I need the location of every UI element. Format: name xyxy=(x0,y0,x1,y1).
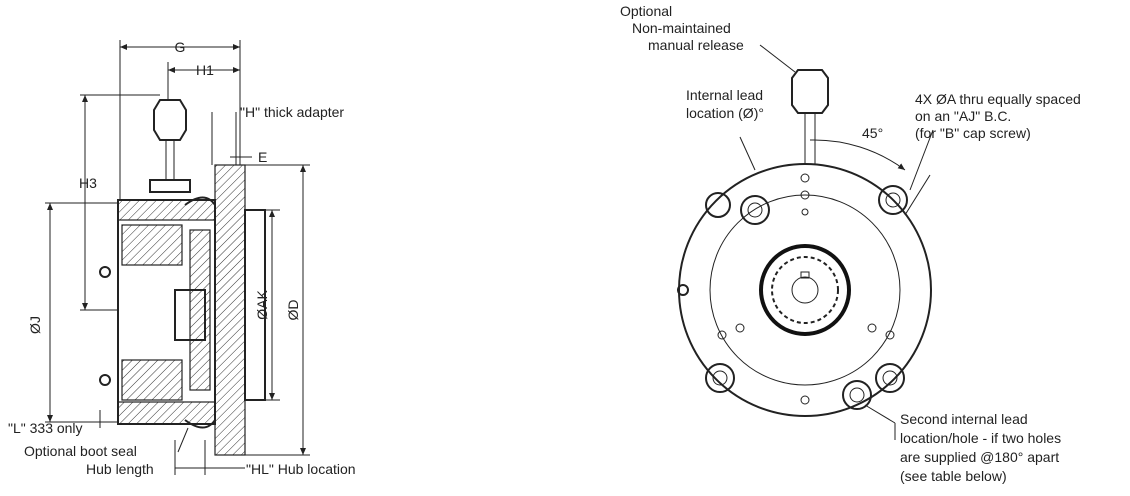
shape xyxy=(736,324,744,332)
shape xyxy=(741,196,769,224)
callout: "H" thick adapter xyxy=(240,104,344,120)
callout: Optional boot seal xyxy=(24,443,137,459)
callout: Optional xyxy=(620,3,672,19)
shape xyxy=(801,396,809,404)
front-view: Optional Non-maintained manual release I… xyxy=(620,3,1081,484)
callout: location/hole - if two holes xyxy=(900,430,1061,446)
line xyxy=(865,405,895,423)
knob-base xyxy=(150,180,190,192)
dim-label: ØJ xyxy=(27,316,43,334)
dim-label: H3 xyxy=(79,175,97,191)
spline xyxy=(772,257,838,323)
angle-label: 45° xyxy=(862,125,883,141)
shape xyxy=(748,203,762,217)
shape xyxy=(802,209,808,215)
coil xyxy=(122,360,182,400)
shape xyxy=(801,174,809,182)
callout: location (Ø)° xyxy=(686,105,764,121)
line xyxy=(740,137,755,170)
callout: are supplied @180° apart xyxy=(900,449,1059,465)
callout: "HL" Hub location xyxy=(246,461,356,477)
outer-circle xyxy=(679,164,931,416)
callout: "L" 333 only xyxy=(8,420,83,436)
bore xyxy=(792,277,818,303)
drawing: G H1 "H" thick adapter E H3 ØJ ØAK ØD "L… xyxy=(0,0,1130,496)
shape xyxy=(706,364,734,392)
shape xyxy=(876,364,904,392)
dim-label: H1 xyxy=(196,62,214,78)
callout: (for "B" cap screw) xyxy=(915,125,1031,141)
callout: Internal lead xyxy=(686,87,763,103)
callout: Hub length xyxy=(86,461,154,477)
shape xyxy=(850,388,864,402)
callout: Second internal lead xyxy=(900,411,1028,427)
dim-label: ØAK xyxy=(254,290,270,320)
housing-bottom xyxy=(118,402,215,424)
dim-label: ØD xyxy=(285,300,301,321)
shape xyxy=(718,331,726,339)
callout: 4X ØA thru equally spaced xyxy=(915,91,1081,107)
dim-label: G xyxy=(175,39,186,55)
release-knob xyxy=(154,100,186,140)
shape xyxy=(706,193,730,217)
housing-top xyxy=(118,200,215,220)
hub xyxy=(761,246,849,334)
release-knob xyxy=(792,70,828,113)
side-view: G H1 "H" thick adapter E H3 ØJ ØAK ØD "L… xyxy=(8,39,356,477)
adapter xyxy=(215,165,245,455)
coil xyxy=(122,225,182,265)
inner-circle xyxy=(710,195,900,385)
callout: on an "AJ" B.C. xyxy=(915,108,1011,124)
line xyxy=(178,428,188,452)
bolt xyxy=(100,375,110,385)
line xyxy=(760,45,795,72)
armature xyxy=(190,230,210,390)
callout: Non-maintained xyxy=(632,20,731,36)
bolt xyxy=(100,267,110,277)
line xyxy=(905,175,930,215)
callout: manual release xyxy=(648,37,744,53)
shape xyxy=(868,324,876,332)
callout: (see table below) xyxy=(900,468,1007,484)
dim-label: E xyxy=(258,149,267,165)
